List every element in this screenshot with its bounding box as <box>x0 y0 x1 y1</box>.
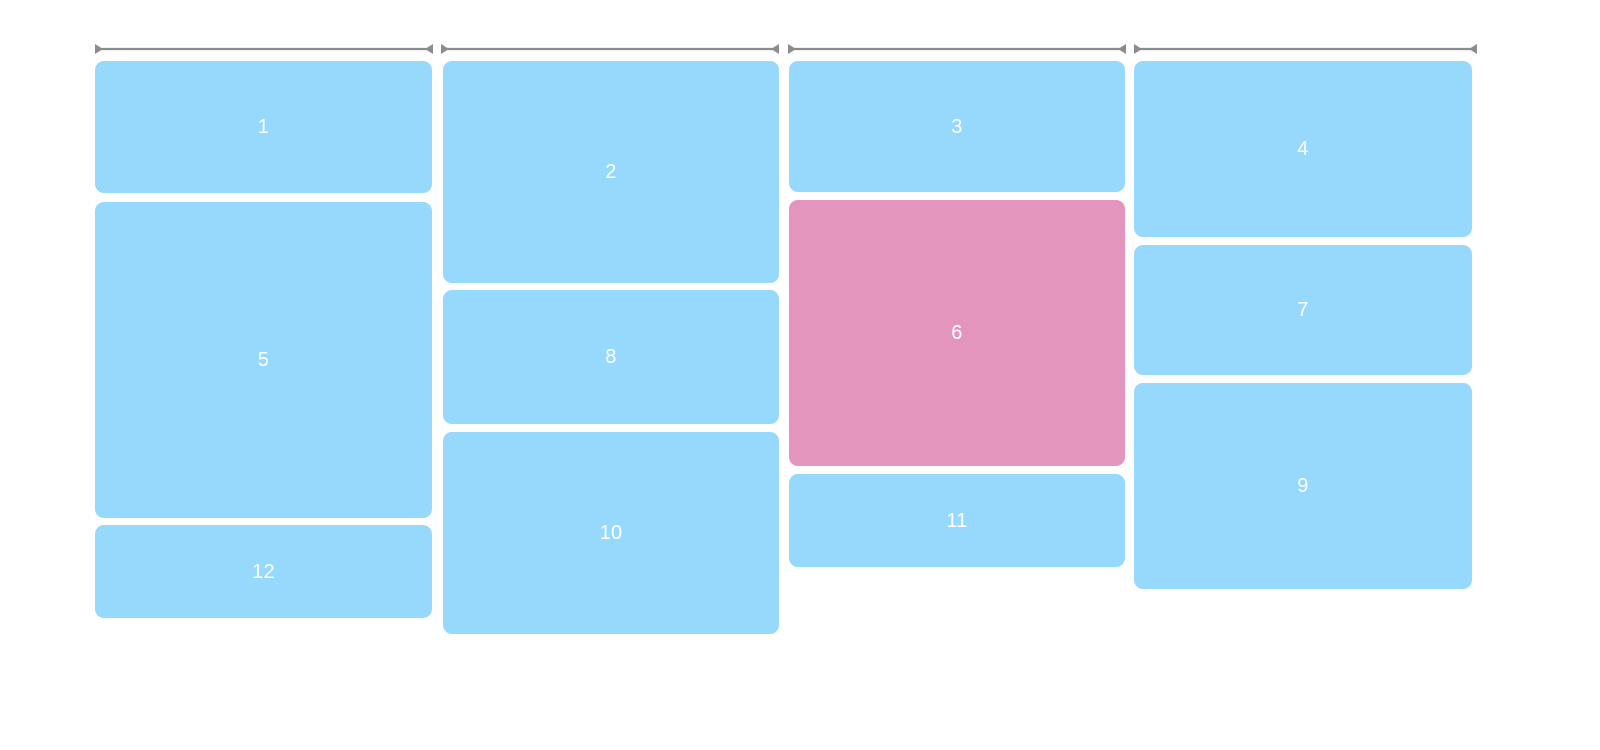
grid-tile-label: 9 <box>1297 475 1309 497</box>
column-3: 3 6 11 <box>789 61 1125 567</box>
grid-tile-5[interactable]: 5 <box>95 202 432 518</box>
grid-tile-10[interactable]: 10 <box>443 432 779 634</box>
grid-tile-1[interactable]: 1 <box>95 61 432 193</box>
column-1-width-ruler <box>95 42 433 56</box>
grid-tile-label: 2 <box>605 161 617 183</box>
grid-tile-11[interactable]: 11 <box>789 474 1125 567</box>
grid-tile-label: 4 <box>1297 138 1309 160</box>
column-2: 2 8 10 <box>443 61 779 634</box>
grid-tile-9[interactable]: 9 <box>1134 383 1472 589</box>
column-2-width-ruler <box>441 42 779 56</box>
grid-tile-7[interactable]: 7 <box>1134 245 1472 375</box>
column-4-width-ruler <box>1134 42 1477 56</box>
grid-tile-label: 10 <box>599 522 623 544</box>
column-1: 1 5 12 <box>95 61 432 618</box>
grid-tile-12[interactable]: 12 <box>95 525 432 618</box>
grid-tile-8[interactable]: 8 <box>443 290 779 424</box>
grid-tile-label: 11 <box>946 509 968 532</box>
grid-tile-label: 6 <box>951 322 963 344</box>
column-4: 4 7 9 <box>1134 61 1472 589</box>
grid-tile-2[interactable]: 2 <box>443 61 779 283</box>
grid-tile-label: 1 <box>257 116 270 138</box>
grid-tile-label: 8 <box>605 346 617 368</box>
grid-tile-3[interactable]: 3 <box>789 61 1125 192</box>
grid-tile-label: 12 <box>252 560 275 583</box>
grid-tile-label: 7 <box>1297 299 1309 321</box>
column-3-width-ruler <box>788 42 1126 56</box>
grid-tile-label: 5 <box>257 349 270 371</box>
grid-tile-6[interactable]: 6 <box>789 200 1125 466</box>
grid-tile-4[interactable]: 4 <box>1134 61 1472 237</box>
grid-tile-label: 3 <box>951 115 963 138</box>
